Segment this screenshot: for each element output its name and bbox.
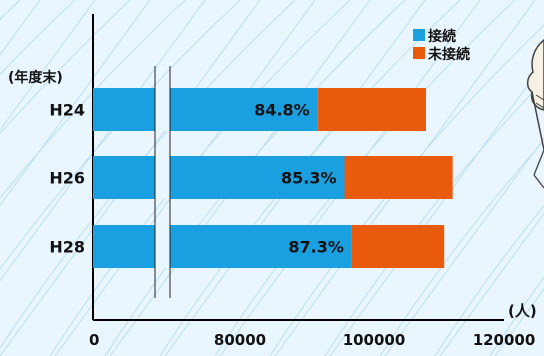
axis-break-gap (155, 156, 170, 199)
category-label-h24: H24 (49, 101, 85, 120)
pattern-curve (0, 0, 76, 75)
data-label-h26: 85.3% (281, 169, 337, 188)
category-label-h26: H26 (49, 169, 85, 188)
pattern-line (384, 137, 544, 356)
pattern-line (439, 212, 544, 356)
pattern-curve (0, 0, 241, 270)
bar-not-connected-h24 (317, 88, 426, 131)
decorative-figure-illustration (526, 39, 544, 189)
x-tick-label: 80000 (214, 331, 266, 349)
legend-swatch-connected (413, 29, 425, 41)
category-label-h28: H28 (49, 238, 85, 257)
y-unit-label: (年度末) (8, 69, 63, 86)
pattern-line (494, 288, 544, 356)
data-label-h28: 87.3% (288, 238, 344, 257)
x-unit-label: (人) (508, 302, 537, 320)
axis-break-gap (155, 88, 170, 131)
legend-label-not-connected: 未接続 (428, 46, 470, 63)
bar-connected-h26 (93, 156, 345, 199)
x-tick-label: 100000 (343, 331, 406, 349)
pattern-line (0, 0, 206, 282)
legend: 接続 未接続 (413, 28, 470, 63)
bar-connected-h28 (93, 225, 352, 268)
pattern-line (329, 62, 544, 356)
labels-group: H24 84.8% H26 85.3% H28 87.3% 0 80000 100000 1200… (49, 101, 535, 350)
bars-group (93, 88, 453, 268)
pattern-curve (324, 79, 544, 356)
pattern-line (0, 0, 96, 131)
pattern-curve (379, 139, 544, 356)
data-label-h24: 84.8% (254, 101, 310, 120)
legend-label-connected: 接続 (428, 28, 456, 45)
bar-not-connected-h26 (344, 156, 453, 199)
pattern-curve (434, 204, 544, 356)
pattern-curve (489, 276, 544, 356)
bar-connected-h24 (93, 88, 318, 131)
legend-swatch-not-connected (413, 47, 425, 59)
axis-break-gap (155, 225, 170, 268)
pattern-curve (0, 0, 131, 135)
bar-not-connected-h28 (351, 225, 445, 268)
pattern-line (0, 0, 151, 207)
pattern-curve (0, 0, 186, 199)
x-tick-label: 120000 (473, 331, 536, 349)
x-tick-label: 0 (89, 331, 99, 349)
